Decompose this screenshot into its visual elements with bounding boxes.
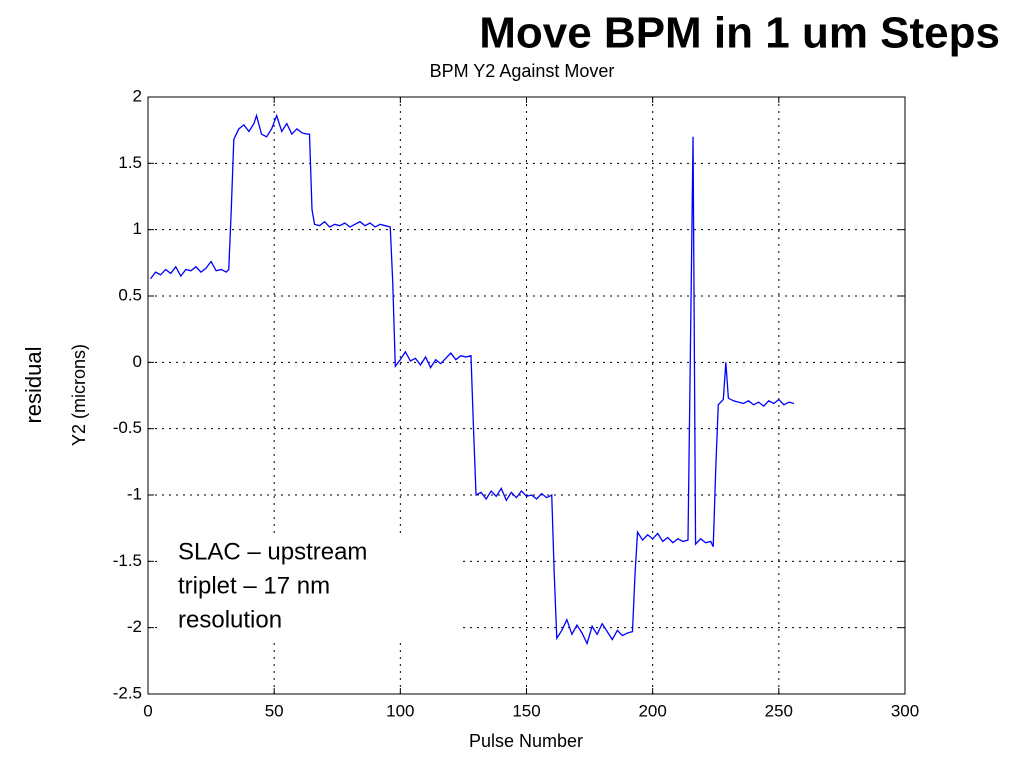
annotation: resolution xyxy=(178,606,282,633)
x-tick-label: 100 xyxy=(386,701,414,720)
y-tick-label: 0.5 xyxy=(118,285,142,304)
annotation: triplet – 17 nm xyxy=(178,572,330,599)
plot-frame xyxy=(147,96,906,695)
x-tick-label: 50 xyxy=(265,701,284,720)
x-tick-label: 300 xyxy=(891,701,919,720)
slide-title: Move BPM in 1 um Steps xyxy=(479,9,1000,58)
y-tick-label: -1.5 xyxy=(113,551,142,570)
y-axis-label: Y2 (microns) xyxy=(69,344,89,446)
x-tick-label: 200 xyxy=(638,701,666,720)
x-axis-label: Pulse Number xyxy=(469,731,583,751)
chart-title: BPM Y2 Against Mover xyxy=(430,61,615,81)
y-tick-label: 1.5 xyxy=(118,153,142,172)
x-tick-label: 0 xyxy=(143,701,152,720)
annotation: SLAC – upstream xyxy=(178,538,367,565)
plot: 21.510.50-0.5-1-1.5-2-2.50 50 100 150 200 250… xyxy=(113,86,919,720)
y-tick-label: 1 xyxy=(133,219,142,238)
data-line xyxy=(150,113,795,646)
y-tick-label: -0.5 xyxy=(113,418,142,437)
x-tick-label: 150 xyxy=(512,701,540,720)
y-tick-label: 2 xyxy=(133,86,142,105)
x-tick-label: 250 xyxy=(765,701,793,720)
y-tick-label: -1 xyxy=(127,484,142,503)
y-tick-label: -2.5 xyxy=(113,683,142,702)
side-label: residual xyxy=(21,346,46,423)
y-tick-label: 0 xyxy=(133,352,142,371)
annotation-background xyxy=(160,535,460,643)
y-tick-label: -2 xyxy=(127,617,142,636)
